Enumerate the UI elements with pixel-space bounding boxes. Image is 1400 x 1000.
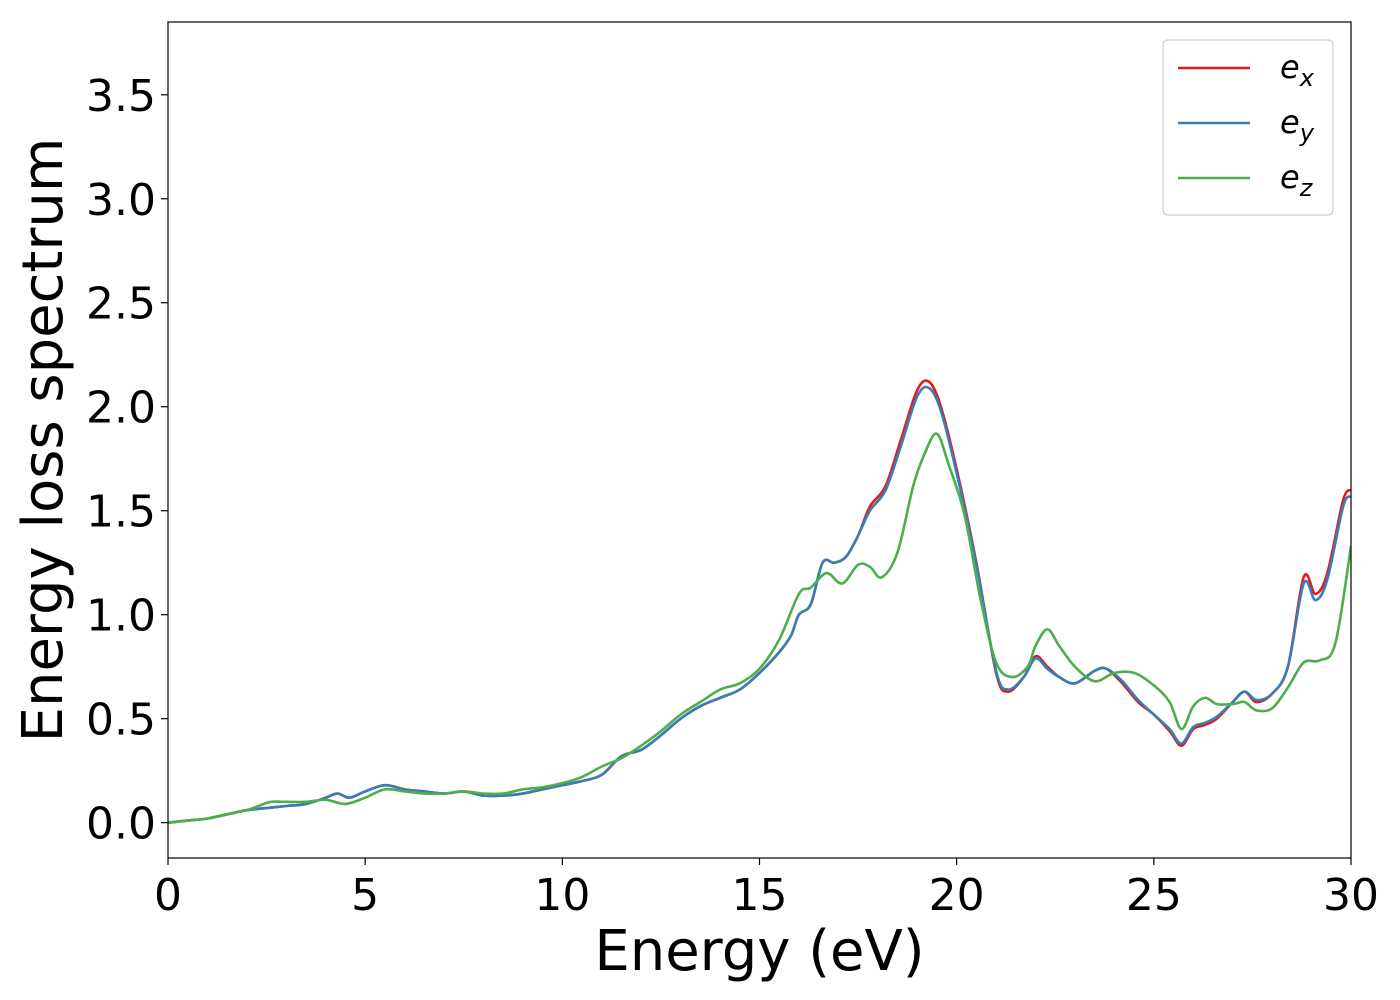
legend-label-ex: ex [1280,48,1315,92]
series-layer [168,379,1351,824]
x-axis-ticks: 0 5 10 15 20 25 30 [154,858,1379,921]
x-tick-label: 30 [1323,870,1379,921]
series-line-ez [168,432,1351,824]
y-tick-label: 1.5 [86,487,156,538]
x-tick-label: 10 [534,870,590,921]
legend-label-ez: ez [1280,158,1314,202]
x-axis-title: Energy (eV) [594,919,924,984]
y-tick-label: 2.0 [86,383,156,434]
series-line-ey [168,385,1351,824]
y-tick-label: 3.0 [86,175,156,226]
x-tick-label: 15 [732,870,788,921]
x-tick-label: 5 [351,870,379,921]
y-tick-label: 1.0 [86,591,156,642]
legend-label-ey: ey [1280,103,1315,147]
x-tick-label: 0 [154,870,182,921]
legend: ex ey ez [1162,39,1334,216]
y-tick-label: 2.5 [86,279,156,330]
y-tick-label: 0.0 [86,799,156,850]
y-tick-label: 3.5 [86,71,156,122]
y-tick-label: 0.5 [86,695,156,746]
y-axis-ticks: 0.0 0.5 1.0 1.5 2.0 2.5 3.0 3.5 [86,71,168,850]
y-axis-title: Energy loss spectrum [11,138,76,743]
legend-box [1162,39,1334,216]
x-tick-label: 25 [1126,870,1182,921]
x-tick-label: 20 [929,870,985,921]
